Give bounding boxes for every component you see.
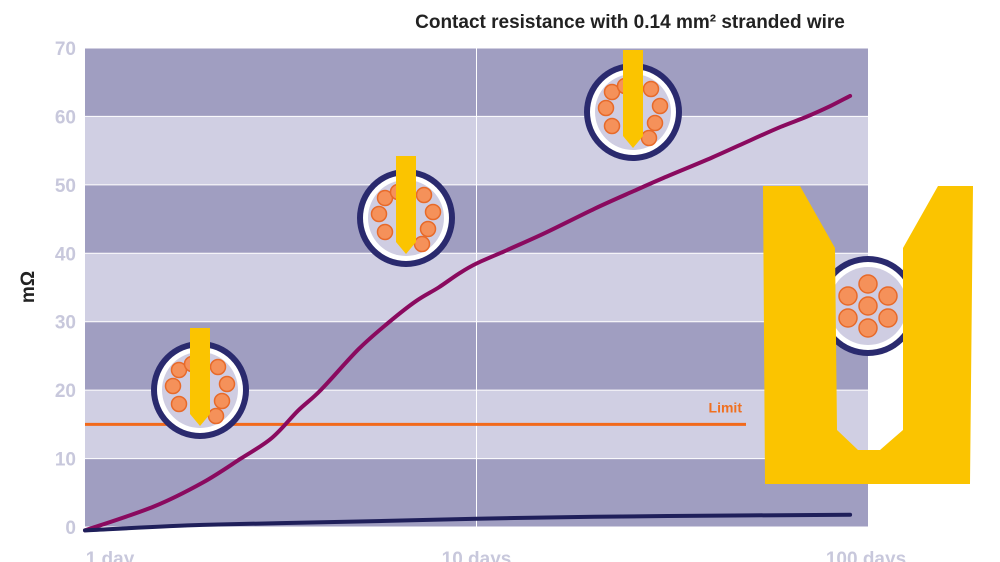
strand [603,117,621,135]
y-tick-label: 50 [55,176,76,197]
insulation-displacement-pin [623,50,643,148]
idc-terminal-fork [763,186,973,484]
terminal-strand [838,308,858,328]
strand [413,235,431,253]
strand [597,99,615,117]
strand [218,375,236,393]
y-tick-label: 0 [65,518,76,539]
strand [415,186,433,204]
x-tick-label: 100 days [826,549,906,562]
terminal-strand [878,286,898,306]
resistance-curve-stranded-wire [83,93,853,533]
terminal-strand [838,286,858,306]
y-tick-label: 20 [55,381,76,402]
wire-pin-illustration [151,328,249,439]
strand [207,407,225,425]
strand [370,205,388,223]
terminal-illustration [763,186,973,484]
strand [642,80,660,98]
y-axis-label: mΩ [18,271,39,303]
y-tick-label: 40 [55,244,76,265]
series-lines [83,93,853,533]
wire-pin-illustration [357,156,455,267]
limit-label: Limit [709,399,743,415]
terminal-strand [858,296,878,316]
wire-illustrations [151,50,682,439]
insulation-displacement-pin [190,328,210,426]
wire-pin-illustration [584,50,682,161]
resistance-curve-baseline [83,512,853,533]
strand [424,203,442,221]
strand [376,223,394,241]
y-axis-tick-labels: 0 10 20 30 40 50 60 70 [55,39,76,539]
strand [170,395,188,413]
strand [213,392,231,410]
strand [640,129,658,147]
y-tick-label: 30 [55,313,76,334]
x-axis-tick-labels: 1 day 10 days 100 days [86,549,906,562]
terminal-strand [858,318,878,338]
strand [164,377,182,395]
strand [651,97,669,115]
strand [419,220,437,238]
terminal-strand [858,274,878,294]
y-tick-label: 70 [55,39,76,60]
strand [646,114,664,132]
chart-title: Contact resistance with 0.14 mm² strande… [415,12,845,33]
x-tick-label: 10 days [442,549,512,562]
insulation-displacement-pin [396,156,416,254]
y-tick-label: 60 [55,107,76,128]
strand [209,358,227,376]
x-tick-label: 1 day [86,549,135,562]
terminal-strand [878,308,898,328]
y-tick-label: 10 [55,450,76,471]
